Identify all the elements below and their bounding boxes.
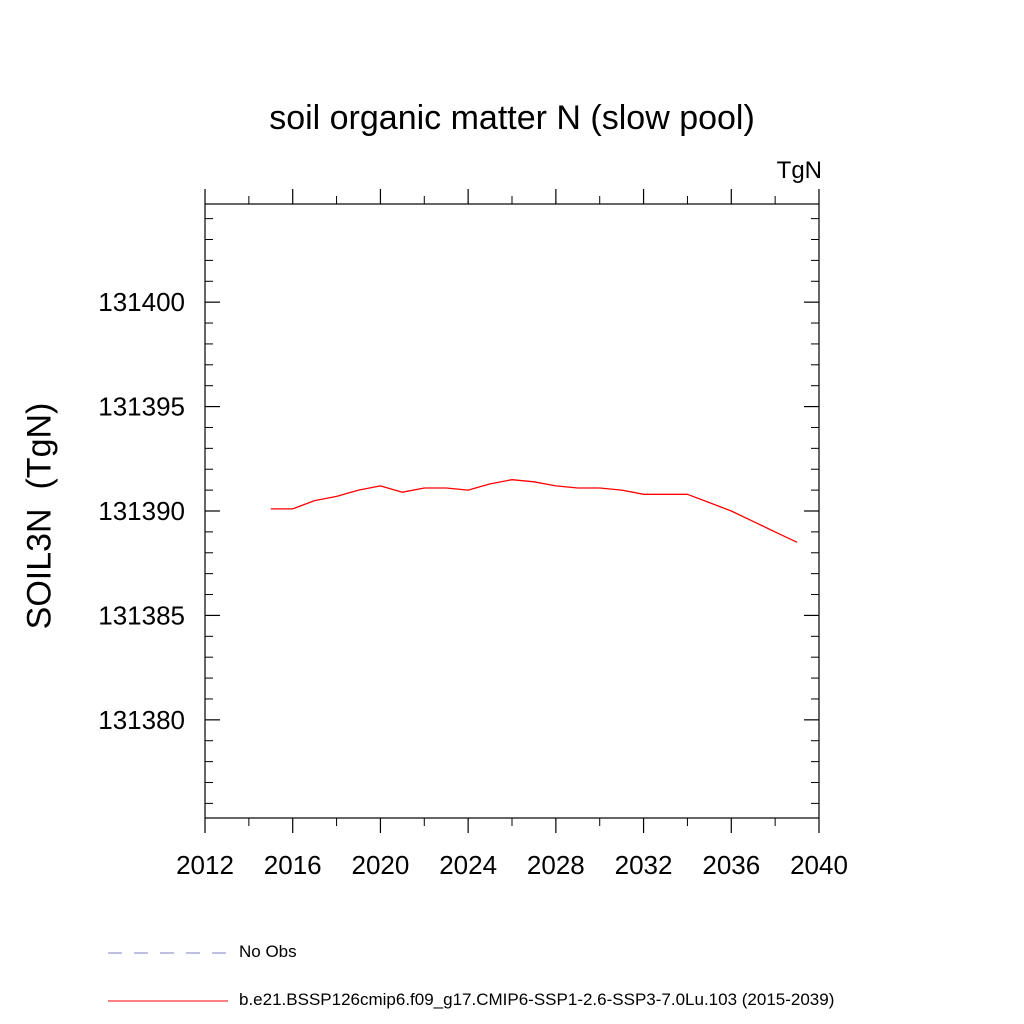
y-axis-label: SOIL3N (TgN) — [20, 402, 59, 630]
y-tick-label: 131400 — [98, 287, 185, 317]
x-tick-label: 2036 — [702, 850, 760, 880]
units-label: TgN — [776, 157, 822, 184]
y-tick-label: 131385 — [98, 600, 185, 630]
y-tick-label: 131395 — [98, 392, 185, 422]
x-tick-label: 2012 — [176, 850, 234, 880]
series-line — [270, 479, 798, 543]
x-tick-label: 2020 — [352, 850, 410, 880]
x-tick-label: 2024 — [439, 850, 497, 880]
x-tick-label: 2016 — [264, 850, 322, 880]
x-tick-label: 2028 — [527, 850, 585, 880]
plot-frame — [204, 203, 820, 819]
legend-label: b.e21.BSSP126cmip6.f09_g17.CMIP6-SSP1-2.… — [239, 990, 835, 1009]
legend-swatch-dashed — [108, 952, 228, 954]
y-tick-label: 131390 — [98, 496, 185, 526]
x-tick-label: 2040 — [790, 850, 848, 880]
x-tick-label: 2032 — [615, 850, 673, 880]
y-tick-label: 131380 — [98, 705, 185, 735]
chart-title: soil organic matter N (slow pool) — [269, 99, 755, 137]
legend-swatch-solid — [108, 1000, 228, 1002]
legend-label: No Obs — [239, 942, 297, 961]
